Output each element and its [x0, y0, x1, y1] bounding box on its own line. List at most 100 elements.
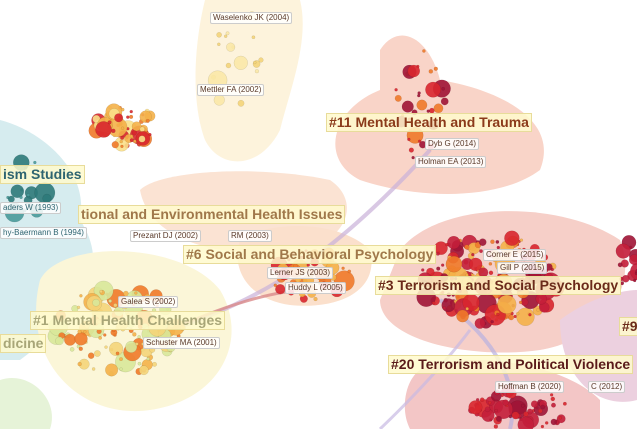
citation-node[interactable] — [621, 274, 630, 283]
citation-node[interactable] — [401, 100, 414, 113]
citation-node[interactable] — [10, 184, 25, 199]
ref-label-huddy[interactable]: Huddy L (2005) — [285, 282, 346, 294]
citation-node[interactable] — [91, 367, 96, 371]
cluster-label-6[interactable]: #6 Social and Behavioral Psychology — [183, 245, 437, 264]
ref-label-dyb[interactable]: Dyb G (2014) — [425, 138, 480, 150]
citation-node[interactable] — [540, 404, 546, 410]
citation-node[interactable] — [145, 118, 150, 123]
ref-label-aders[interactable]: aders W (1993) — [0, 202, 62, 214]
citation-node[interactable] — [131, 121, 142, 132]
citation-node[interactable] — [445, 255, 463, 273]
citation-node[interactable] — [152, 361, 158, 367]
ref-label-prezant[interactable]: Prezant DJ (2002) — [130, 230, 201, 242]
citation-node[interactable] — [120, 144, 124, 149]
cluster-label-1[interactable]: #1 Mental Health Challenges — [30, 311, 226, 330]
ref-label-lerner[interactable]: Lerner JS (2003) — [267, 267, 334, 279]
citation-node[interactable] — [135, 342, 139, 346]
citation-node[interactable] — [233, 55, 248, 70]
citation-node[interactable] — [431, 301, 436, 305]
citation-node[interactable] — [226, 42, 236, 52]
ref-label-baermann[interactable]: hy-Baermann B (1994) — [0, 227, 87, 239]
citation-node[interactable] — [422, 49, 426, 53]
citation-node[interactable] — [523, 411, 529, 417]
citation-node[interactable] — [442, 306, 447, 310]
citation-node[interactable] — [120, 107, 125, 112]
cluster-label-3[interactable]: #3 Terrorism and Social Psychology — [375, 276, 622, 295]
citation-node[interactable] — [436, 252, 440, 256]
citation-node[interactable] — [225, 62, 232, 69]
citation-node[interactable] — [488, 261, 493, 266]
citation-node[interactable] — [615, 243, 631, 259]
citation-node[interactable] — [479, 397, 485, 403]
citation-node[interactable] — [526, 408, 533, 415]
citation-node[interactable] — [447, 235, 461, 250]
citation-node[interactable] — [474, 317, 486, 329]
citation-node[interactable] — [113, 303, 118, 308]
citation-node[interactable] — [494, 408, 498, 413]
citation-node[interactable] — [83, 329, 87, 334]
citation-node[interactable] — [490, 320, 494, 324]
ref-label-mettler[interactable]: Mettler FA (2002) — [197, 84, 265, 96]
citation-node[interactable] — [517, 416, 535, 429]
citation-node[interactable] — [516, 307, 535, 327]
citation-node[interactable] — [420, 268, 425, 272]
citation-node[interactable] — [445, 242, 449, 247]
citation-node[interactable] — [119, 139, 123, 144]
citation-node[interactable] — [520, 403, 525, 408]
citation-node[interactable] — [119, 357, 124, 362]
citation-node[interactable] — [77, 361, 82, 367]
citation-node[interactable] — [125, 340, 138, 353]
citation-node[interactable] — [440, 263, 445, 267]
citation-node[interactable] — [411, 155, 415, 160]
citation-node[interactable] — [468, 257, 483, 272]
citation-node[interactable] — [129, 109, 134, 114]
citation-node[interactable] — [428, 69, 434, 74]
citation-node[interactable] — [425, 81, 442, 98]
citation-node[interactable] — [497, 294, 517, 314]
citation-node[interactable] — [632, 278, 637, 283]
citation-node[interactable] — [479, 249, 483, 254]
citation-node[interactable] — [530, 400, 539, 408]
cluster-label-medicine[interactable]: dicine — [0, 334, 47, 353]
ref-label-galea[interactable]: Galea S (2002) — [118, 296, 179, 308]
citation-node[interactable] — [93, 350, 101, 357]
cluster-label-20[interactable]: #20 Terrorism and Political Violence — [388, 355, 634, 374]
citation-node[interactable] — [132, 332, 137, 337]
citation-node[interactable] — [95, 121, 112, 138]
citation-node[interactable] — [440, 97, 449, 106]
citation-node[interactable] — [550, 396, 556, 402]
citation-node[interactable] — [341, 266, 345, 271]
cluster-label-11[interactable]: #11 Mental Health and Trauma — [326, 113, 532, 132]
ref-label-waselenko[interactable]: Waselenko JK (2004) — [210, 12, 293, 24]
citation-node[interactable] — [433, 103, 444, 114]
citation-node[interactable] — [213, 94, 225, 106]
citation-node[interactable] — [436, 266, 441, 271]
citation-node[interactable] — [76, 305, 81, 310]
citation-node[interactable] — [26, 193, 31, 197]
citation-node[interactable] — [544, 421, 549, 425]
citation-node[interactable] — [139, 126, 145, 132]
citation-node[interactable] — [223, 34, 228, 39]
citation-node[interactable] — [115, 351, 120, 356]
ref-label-hoffman[interactable]: Hoffman B (2020) — [495, 381, 564, 393]
citation-node[interactable] — [78, 346, 83, 351]
ref-label-schuster[interactable]: Schuster MA (2001) — [143, 337, 220, 349]
citation-node[interactable] — [138, 135, 146, 143]
citation-node[interactable] — [79, 294, 83, 298]
citation-node[interactable] — [76, 344, 81, 349]
citation-node[interactable] — [518, 300, 523, 305]
citation-node[interactable] — [394, 88, 398, 92]
citation-node[interactable] — [502, 399, 509, 406]
citation-node[interactable] — [495, 415, 502, 422]
citation-node[interactable] — [237, 99, 245, 107]
citation-node[interactable] — [225, 31, 230, 36]
citation-node[interactable] — [251, 35, 256, 40]
citation-node[interactable] — [129, 134, 134, 138]
citation-node[interactable] — [137, 361, 142, 366]
citation-node[interactable] — [417, 139, 422, 144]
citation-node[interactable] — [77, 329, 82, 334]
citation-node[interactable] — [129, 114, 134, 119]
citation-node[interactable] — [273, 283, 278, 288]
ref-label-corner[interactable]: Corner E (2015) — [483, 249, 547, 261]
citation-node[interactable] — [433, 66, 439, 71]
